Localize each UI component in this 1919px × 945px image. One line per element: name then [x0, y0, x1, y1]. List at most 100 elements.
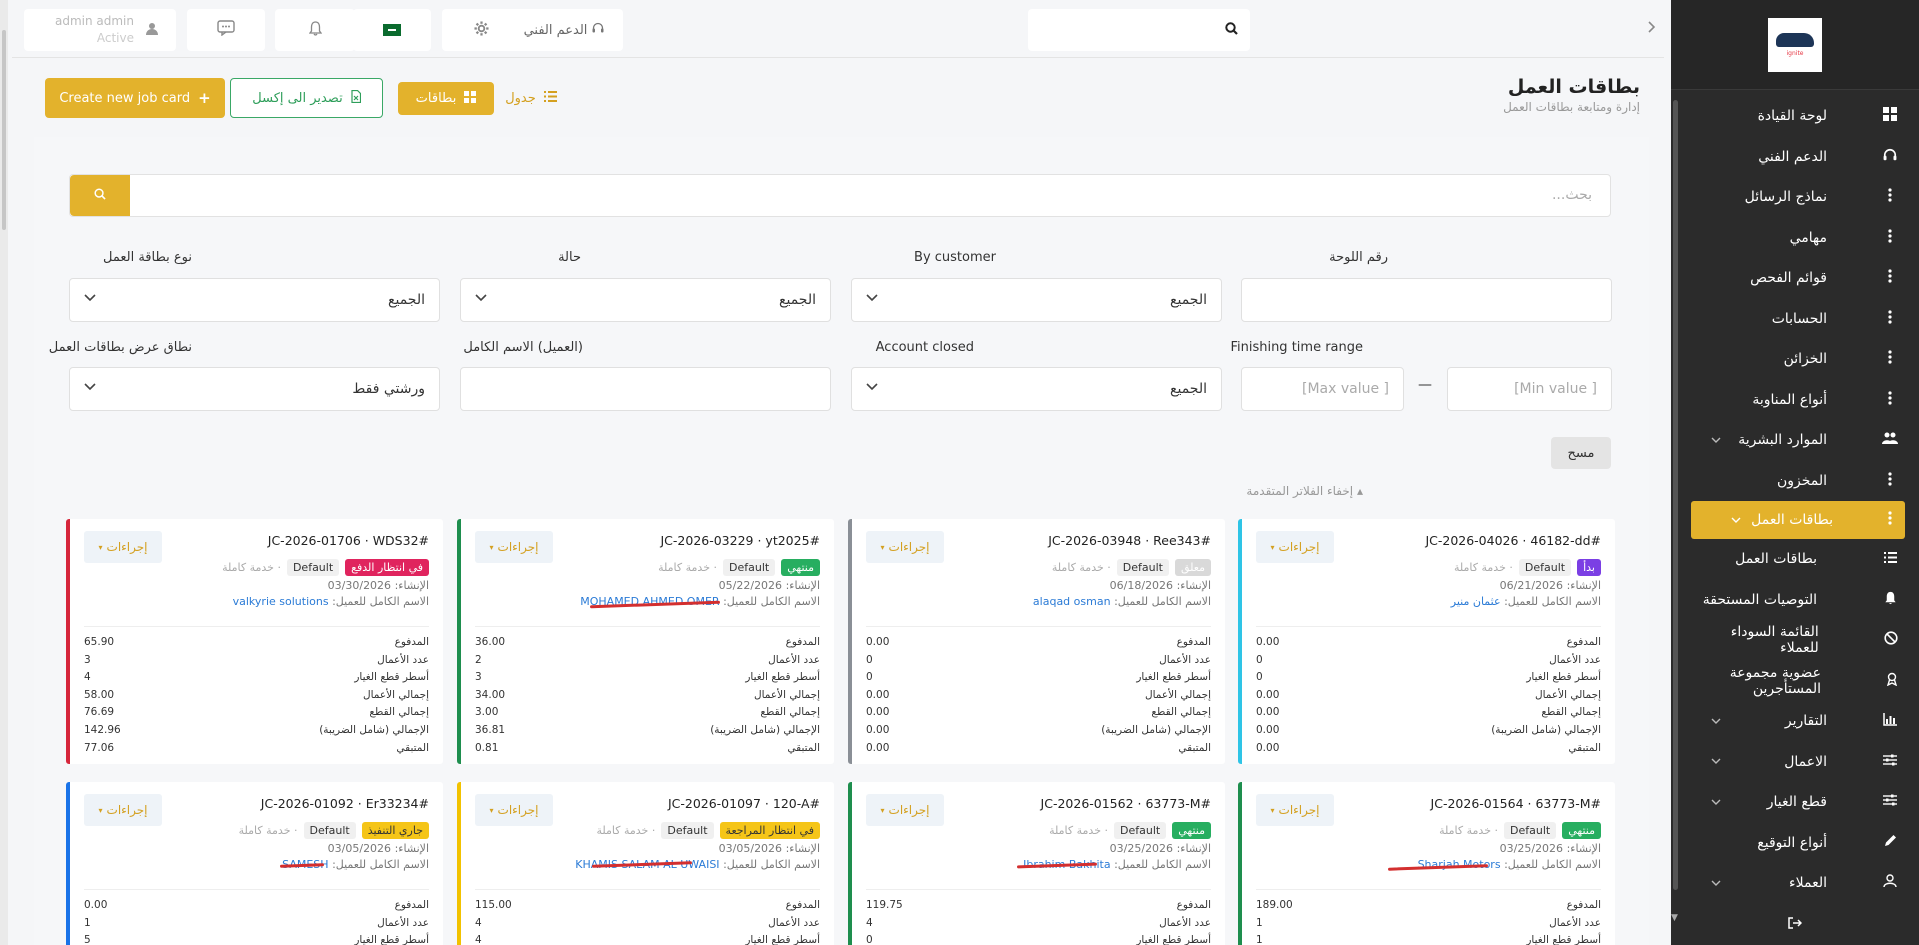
caret-down-icon: ▾ — [880, 542, 885, 552]
job-card[interactable]: JC-2026-01097 · 120-A# في انتظار المراجعة… — [457, 782, 834, 945]
actions-dropdown-button[interactable]: إجراءات ▾ — [475, 794, 553, 826]
job-card[interactable]: JC-2026-01564 · 63773-M# منتهي Default · خد… — [1238, 782, 1615, 945]
job-card-code[interactable]: JC-2026-01564 · 63773-M# — [1430, 796, 1601, 811]
sidebar-toggle-chevron-icon[interactable] — [1648, 18, 1656, 37]
job-card[interactable]: JC-2026-03229 · yt2025# منتهي Default · خدم… — [457, 519, 834, 764]
sidebar-item-15[interactable]: التقارير — [1671, 701, 1919, 742]
sidebar-item-1[interactable]: الدعم الفني — [1671, 137, 1919, 178]
finishing-max-input[interactable]: [Max value ] — [1241, 367, 1404, 411]
sidebar-item-0[interactable]: لوحة القيادة — [1671, 96, 1919, 137]
logout-button[interactable] — [1671, 917, 1919, 933]
sidebar-item-16[interactable]: الاعمال — [1671, 742, 1919, 783]
search-input[interactable]: بحث... — [1551, 187, 1592, 203]
cards-view-button[interactable]: بطاقات — [398, 82, 494, 115]
service-type-label: خدمة كاملة — [222, 561, 274, 574]
job-card[interactable]: JC-2026-01706 · WDS32# في انتظار الدفع Def… — [66, 519, 443, 764]
stat-row-parts_lines: أسطر قطع الغيار 4 — [84, 671, 429, 689]
job-card[interactable]: JC-2026-04026 · 46182-dd# بدأ Default · خدم… — [1238, 519, 1615, 764]
sidebar-item-14[interactable]: عضوية مجموعة المستأجرين — [1671, 661, 1919, 702]
actions-dropdown-button[interactable]: إجراءات ▾ — [84, 531, 162, 563]
table-view-button[interactable]: جدول — [494, 82, 568, 115]
search-submit-button[interactable] — [70, 175, 130, 216]
sidebar-item-10[interactable]: بطاقات العمل — [1691, 501, 1905, 539]
created-label: الإنشاء: — [785, 579, 820, 592]
notifications-button[interactable] — [275, 9, 355, 51]
job-card-badges: جاري التنفيذ Default · خدمة كاملة — [239, 822, 429, 839]
sidebar-item-5[interactable]: الحسابات — [1671, 299, 1919, 340]
create-job-card-button[interactable]: Create new job card + — [45, 78, 225, 118]
job-card-badges: في انتظار المراجعة Default · خدمة كاملة — [596, 822, 820, 839]
customer-filter-select[interactable]: الجميع — [851, 278, 1222, 322]
page-scrollbar[interactable] — [0, 0, 8, 945]
users-icon — [1881, 432, 1899, 448]
job-card-code[interactable]: JC-2026-03229 · yt2025# — [660, 533, 820, 548]
support-button[interactable]: الدعم الفني — [505, 9, 623, 51]
sidebar-item-8[interactable]: الموارد البشرية — [1671, 420, 1919, 461]
account-closed-select[interactable]: الجميع — [851, 367, 1222, 411]
sidebar-item-4[interactable]: قوائم الفحص — [1671, 258, 1919, 299]
actions-dropdown-button[interactable]: إجراءات ▾ — [84, 794, 162, 826]
customer-label: الاسم الكامل للعميل: — [1504, 858, 1601, 871]
customer-link[interactable]: alaqad osman — [1032, 595, 1111, 608]
sidebar-item-18[interactable]: أنواع التوقيع — [1671, 823, 1919, 864]
actions-dropdown-button[interactable]: إجراءات ▾ — [1256, 794, 1334, 826]
job-card-code[interactable]: JC-2026-01562 · 63773-M# — [1040, 796, 1211, 811]
job-card[interactable]: JC-2026-01562 · 63773-M# منتهي Default · خد… — [848, 782, 1225, 945]
sidebar-item-2[interactable]: نماذج الرسائل — [1671, 177, 1919, 218]
created-date: الإنشاء: 03/05/2026 — [719, 842, 820, 855]
app-logo[interactable]: ignite — [1768, 17, 1822, 72]
sidebar-item-7[interactable]: أنواع المناوبة — [1671, 380, 1919, 421]
language-switcher[interactable] — [353, 9, 431, 51]
hide-advanced-filters-label: إخفاء الفلاتر المتقدمة — [1246, 484, 1354, 498]
clear-filters-button[interactable]: مسح — [1551, 437, 1611, 469]
customer-link[interactable]: valkyrie solutions — [232, 595, 329, 608]
actions-dropdown-button[interactable]: إجراءات ▾ — [475, 531, 553, 563]
scope-filter-select[interactable]: ورشتي فقط — [69, 367, 440, 411]
default-badge: Default — [1114, 822, 1167, 839]
service-type: · خدمة كاملة — [1049, 824, 1109, 837]
divider — [475, 626, 820, 627]
export-excel-button[interactable]: تصدير الى إكسل — [230, 78, 383, 118]
global-search-input[interactable] — [1028, 9, 1250, 51]
finishing-min-input[interactable]: [Min value ] — [1447, 367, 1612, 411]
sidebar-item-6[interactable]: الخزائن — [1671, 339, 1919, 380]
sidebar-item-3[interactable]: مهامي — [1671, 218, 1919, 259]
job-card-code[interactable]: JC-2026-01097 · 120-A# — [667, 796, 820, 811]
default-badge: Default — [1518, 559, 1572, 576]
messages-button[interactable] — [187, 9, 265, 51]
sidebar-item-9[interactable]: المخزون — [1671, 461, 1919, 502]
sidebar-item-17[interactable]: قطع الغيار — [1671, 782, 1919, 823]
job-card-code[interactable]: JC-2026-03948 · Ree343# — [1048, 533, 1211, 548]
job-card-code[interactable]: JC-2026-04026 · 46182-dd# — [1425, 533, 1601, 548]
hide-advanced-filters-link[interactable]: ▴ إخفاء الفلاتر المتقدمة — [1246, 484, 1363, 498]
job-card[interactable]: JC-2026-03948 · Ree343# معلق Default · خدمة… — [848, 519, 1225, 764]
default-badge: Default — [1116, 559, 1169, 576]
status-filter-select[interactable]: الجميع — [460, 278, 831, 322]
default-badge: Default — [1504, 822, 1557, 839]
plate-number-input[interactable] — [1241, 278, 1612, 322]
actions-dropdown-button[interactable]: إجراءات ▾ — [866, 531, 944, 563]
user-menu[interactable]: admin admin Active — [24, 9, 176, 51]
stat-value: 0.00 — [866, 706, 890, 719]
job-card-type-select[interactable]: الجميع — [69, 278, 440, 322]
stat-label: المدفوع — [1176, 636, 1211, 648]
job-card[interactable]: JC-2026-01092 · Er33234# جاري التنفيذ Defa… — [66, 782, 443, 945]
sidebar-item-11[interactable]: بطاقات العمل — [1671, 539, 1919, 580]
scroll-down-arrow-icon[interactable]: ▼ — [1671, 913, 1678, 923]
customer-fullname-input[interactable] — [460, 367, 831, 411]
sidebar-item-19[interactable]: العملاء — [1671, 863, 1919, 904]
actions-dropdown-button[interactable]: إجراءات ▾ — [1256, 531, 1334, 563]
chat-icon — [217, 20, 235, 40]
sidebar-scrollbar[interactable] — [1673, 100, 1678, 890]
job-card-code[interactable]: JC-2026-01706 · WDS32# — [267, 533, 429, 548]
stat-value: 4 — [475, 916, 482, 929]
sidebar-item-13[interactable]: القائمة السوداء للعملاء — [1671, 620, 1919, 661]
stat-label: المدفوع — [1566, 899, 1601, 911]
customer-link[interactable]: عثمان منير — [1450, 595, 1501, 608]
actions-dropdown-button[interactable]: إجراءات ▾ — [866, 794, 944, 826]
job-card-code[interactable]: JC-2026-01092 · Er33234# — [260, 796, 429, 811]
caret-down-icon: ▾ — [880, 805, 885, 815]
ban-icon — [1883, 631, 1899, 649]
job-card-stats: المدفوع 189.00 عدد الأعمال 1 أسطر قطع الغيار… — [1256, 899, 1601, 945]
sidebar-item-12[interactable]: التوصيات المستحقة — [1671, 580, 1919, 621]
